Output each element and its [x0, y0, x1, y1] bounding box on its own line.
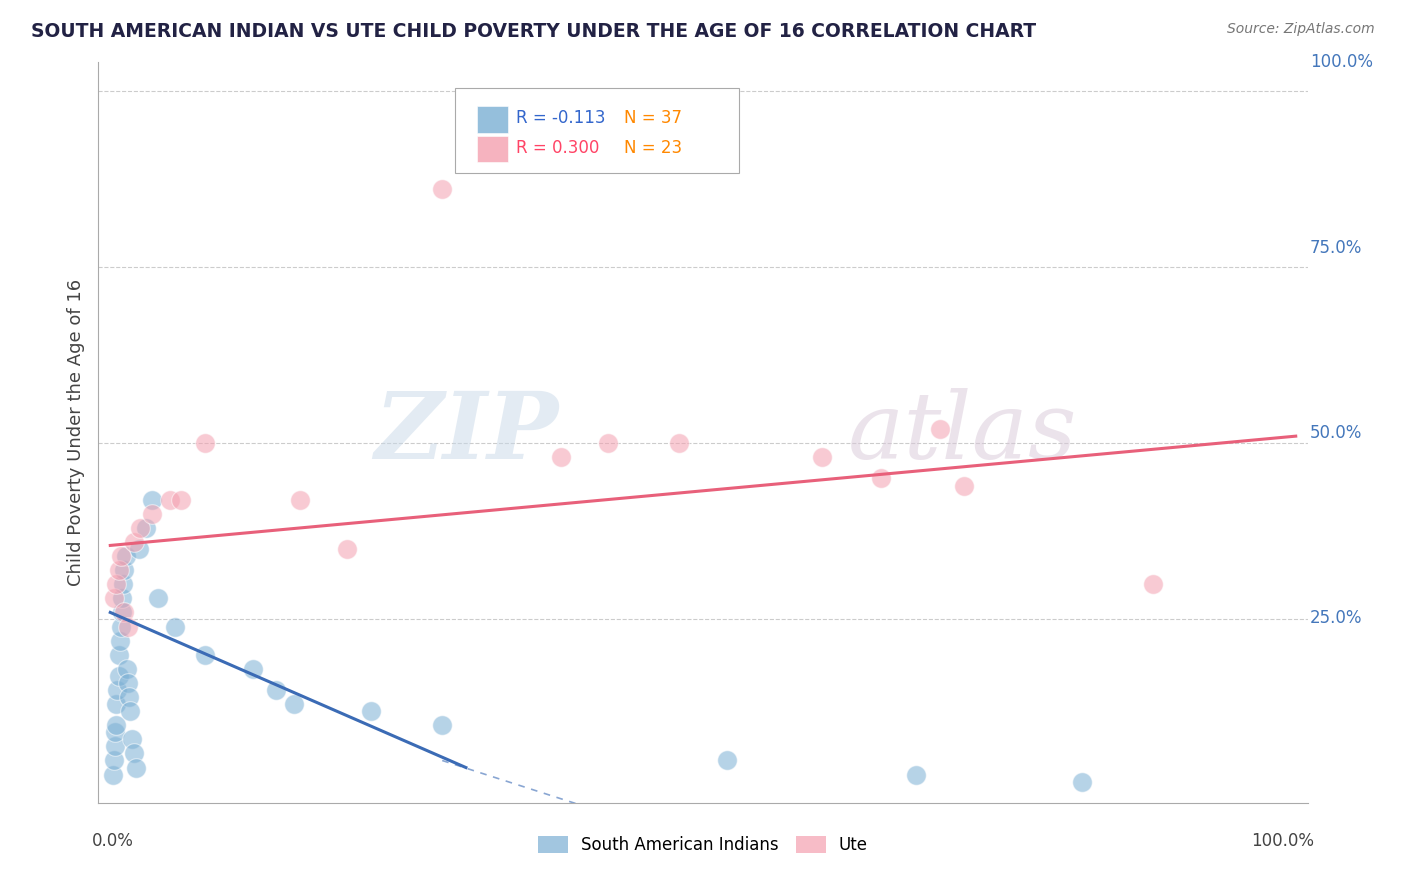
Text: R = -0.113: R = -0.113: [516, 109, 605, 127]
Point: [112, 577, 135, 591]
FancyBboxPatch shape: [477, 106, 509, 133]
Point: [105, 697, 128, 711]
Point: [165, 619, 187, 633]
Point: [107, 669, 129, 683]
Point: [242, 662, 264, 676]
Point: [432, 718, 454, 732]
Point: [159, 492, 181, 507]
Point: [170, 492, 193, 507]
Point: [120, 704, 142, 718]
Point: [121, 732, 143, 747]
Text: 75.0%: 75.0%: [1310, 238, 1362, 257]
Text: 25.0%: 25.0%: [1310, 608, 1362, 627]
Point: [111, 606, 134, 620]
Text: ZIP: ZIP: [374, 388, 558, 477]
Point: [929, 422, 952, 436]
Text: Source: ZipAtlas.com: Source: ZipAtlas.com: [1227, 22, 1375, 37]
Point: [110, 619, 132, 633]
Point: [115, 662, 138, 676]
Point: [105, 577, 128, 591]
Point: [125, 760, 148, 774]
Point: [129, 521, 152, 535]
Point: [283, 697, 305, 711]
Point: [117, 676, 139, 690]
Text: 100.0%: 100.0%: [1250, 832, 1313, 850]
Point: [716, 754, 738, 768]
Point: [101, 767, 124, 781]
Point: [336, 541, 359, 556]
Point: [118, 690, 141, 704]
Point: [105, 683, 128, 698]
Point: [432, 182, 454, 196]
Text: 100.0%: 100.0%: [1310, 54, 1374, 71]
Point: [598, 436, 620, 450]
Point: [114, 549, 136, 563]
Point: [550, 450, 572, 465]
FancyBboxPatch shape: [477, 136, 509, 162]
Point: [114, 606, 136, 620]
Point: [107, 563, 129, 577]
Point: [141, 492, 163, 507]
Point: [288, 492, 311, 507]
Point: [952, 478, 974, 492]
Point: [905, 767, 928, 781]
Point: [194, 436, 217, 450]
Point: [360, 704, 382, 718]
Point: [146, 591, 169, 606]
Point: [1142, 577, 1164, 591]
Point: [110, 549, 132, 563]
Y-axis label: Child Poverty Under the Age of 16: Child Poverty Under the Age of 16: [66, 279, 84, 586]
Point: [194, 648, 217, 662]
Text: N = 37: N = 37: [624, 109, 682, 127]
Point: [103, 591, 125, 606]
Point: [105, 718, 128, 732]
Point: [869, 471, 891, 485]
Point: [117, 619, 139, 633]
Point: [141, 507, 163, 521]
Text: 50.0%: 50.0%: [1310, 424, 1362, 442]
Point: [108, 633, 131, 648]
Point: [122, 747, 145, 761]
Point: [128, 541, 150, 556]
Text: atlas: atlas: [848, 388, 1077, 477]
Point: [104, 725, 127, 739]
Text: R = 0.300: R = 0.300: [516, 138, 599, 157]
Point: [264, 683, 287, 698]
Point: [107, 648, 129, 662]
Text: N = 23: N = 23: [624, 138, 682, 157]
Text: SOUTH AMERICAN INDIAN VS UTE CHILD POVERTY UNDER THE AGE OF 16 CORRELATION CHART: SOUTH AMERICAN INDIAN VS UTE CHILD POVER…: [31, 22, 1036, 41]
Point: [122, 535, 145, 549]
Point: [135, 521, 157, 535]
Point: [104, 739, 127, 754]
Point: [111, 591, 134, 606]
Point: [103, 754, 125, 768]
Legend: South American Indians, Ute: South American Indians, Ute: [531, 830, 875, 861]
FancyBboxPatch shape: [456, 88, 740, 173]
Point: [668, 436, 690, 450]
Point: [810, 450, 832, 465]
Point: [1071, 774, 1094, 789]
Text: 0.0%: 0.0%: [93, 832, 134, 850]
Point: [114, 563, 136, 577]
